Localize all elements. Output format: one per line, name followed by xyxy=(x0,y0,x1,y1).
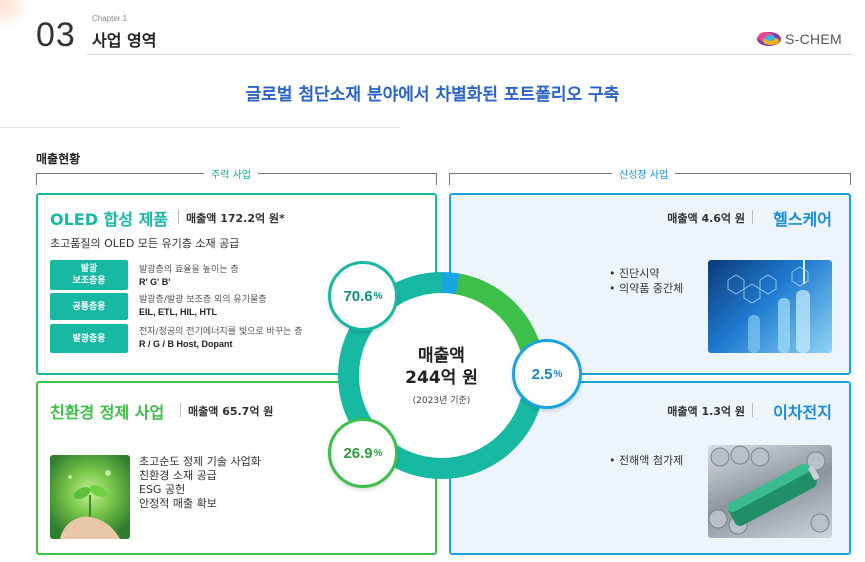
oled-subtitle: 초고품질의 OLED 모든 유기층 소재 공급 xyxy=(50,237,240,250)
headline-divider xyxy=(0,127,400,128)
battery-card: 이차전지 매출액 1.3억 원 전해액 첨가제 xyxy=(449,381,851,555)
eco-title: 친환경 정제 사업 xyxy=(50,403,165,422)
tag-desc-text: 발광층의 효율을 높이는 층 xyxy=(139,265,239,275)
tag-emission-layer: 발광층용 xyxy=(50,324,128,353)
tag-common-layer: 공통층용 xyxy=(50,293,128,320)
oled-sales: 매출액 172.2억 원* xyxy=(186,212,285,225)
total-sales-label: 매출액 xyxy=(418,346,465,366)
tag-materials: EIL, ETL, HIL, HTL xyxy=(139,307,217,317)
share-unit: % xyxy=(373,447,383,459)
share-value: 70.6 xyxy=(343,287,373,305)
tag-label: 공통층용 xyxy=(72,301,106,312)
header-divider xyxy=(87,54,852,55)
battery-title-divider xyxy=(752,403,753,417)
share-value: 26.9 xyxy=(343,444,373,462)
healthcare-list: 진단시약 의약품 중간체 xyxy=(609,266,683,296)
s-chem-logo-icon xyxy=(757,32,781,46)
list-item: 전해액 첨가제 xyxy=(609,453,683,468)
oled-title-divider xyxy=(178,210,179,224)
battery-list: 전해액 첨가제 xyxy=(609,453,683,468)
tag-description: 발광층의 효율을 높이는 층 R' G' B' xyxy=(139,264,239,288)
eco-share-bubble: 26.9% xyxy=(328,418,398,488)
healthcare-sales: 매출액 4.6억 원 xyxy=(667,212,745,225)
chapter-number: 03 xyxy=(36,16,76,54)
healthcare-title-divider xyxy=(752,210,753,224)
list-item: 의약품 중간체 xyxy=(609,281,683,296)
share-unit: % xyxy=(553,368,563,380)
corner-decoration xyxy=(0,0,30,30)
tag-label: 보조층용 xyxy=(72,276,106,286)
eco-feature-list: 초고순도 정제 기술 사업화 친환경 소재 공급 ESG 공헌 안정적 매출 확… xyxy=(139,455,261,511)
tag-materials: R / G / B Host, Dopant xyxy=(139,339,233,349)
tag-emission-assist: 발광 보조층용 xyxy=(50,260,128,290)
donut-center-label: 매출액 244억 원 (2023년 기준) xyxy=(365,299,518,452)
page-title: 사업 영역 xyxy=(92,31,157,50)
logo-text: S-CHEM xyxy=(785,31,843,47)
headline: 글로벌 첨단소재 분야에서 차별화된 포트폴리오 구축 xyxy=(245,85,620,105)
main-business-label: 주력 사업 xyxy=(204,166,258,181)
tag-description: 전자/정공의 전기에너지를 빛으로 바꾸는 층 R / G / B Host, … xyxy=(139,326,303,350)
list-item: 안정적 매출 확보 xyxy=(139,497,217,510)
chapter-label: Chapter 1 xyxy=(92,14,128,23)
eco-sales: 매출액 65.7억 원 xyxy=(188,405,274,418)
tag-label: 발광 xyxy=(80,264,98,274)
battery-title: 이차전지 xyxy=(773,403,832,422)
eco-title-divider xyxy=(180,403,181,417)
healthcare-title: 헬스케어 xyxy=(773,210,832,229)
battery-cells-image xyxy=(708,445,832,538)
tag-desc-text: 전자/정공의 전기에너지를 빛으로 바꾸는 층 xyxy=(139,327,303,337)
new-business-share-bubble: 2.5% xyxy=(512,339,582,409)
donut-center xyxy=(365,299,518,452)
total-sales-value: 244억 원 xyxy=(405,368,478,388)
oled-title: OLED 합성 제품 xyxy=(50,210,169,229)
tag-label: 발광층용 xyxy=(72,333,106,344)
tag-description: 발광층/발광 보조층 외의 유기물층 EIL, ETL, HIL, HTL xyxy=(139,294,267,318)
lab-glassware-image xyxy=(708,260,832,353)
oled-share-bubble: 70.6% xyxy=(328,261,398,331)
share-value: 2.5 xyxy=(531,365,553,383)
list-item: 초고순도 정제 기술 사업화 xyxy=(139,455,261,468)
company-logo: S-CHEM xyxy=(756,27,856,51)
tag-desc-text: 발광층/발광 보조층 외의 유기물층 xyxy=(139,295,267,305)
new-business-label: 신성장 사업 xyxy=(612,166,676,181)
section-title: 매출현황 xyxy=(36,152,81,166)
tag-materials: R' G' B' xyxy=(139,277,171,287)
total-sales-note: (2023년 기준) xyxy=(412,396,471,406)
list-item: 친환경 소재 공급 xyxy=(139,469,217,482)
share-unit: % xyxy=(373,290,383,302)
battery-sales: 매출액 1.3억 원 xyxy=(667,405,745,418)
list-item: 진단시약 xyxy=(609,266,683,281)
plant-in-hand-image xyxy=(50,455,130,539)
list-item: ESG 공헌 xyxy=(139,483,186,496)
